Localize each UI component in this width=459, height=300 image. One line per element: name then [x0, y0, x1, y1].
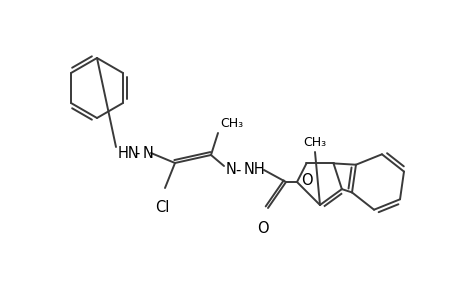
- Text: CH₃: CH₃: [219, 117, 243, 130]
- Text: CH₃: CH₃: [303, 136, 326, 149]
- Text: HN: HN: [118, 146, 140, 160]
- Text: O: O: [257, 221, 268, 236]
- Text: -: -: [134, 146, 140, 160]
- Text: -: -: [235, 163, 240, 178]
- Text: NH: NH: [243, 163, 265, 178]
- Text: N: N: [225, 163, 236, 178]
- Text: O: O: [300, 173, 312, 188]
- Text: Cl: Cl: [155, 200, 169, 215]
- Text: N: N: [143, 146, 154, 160]
